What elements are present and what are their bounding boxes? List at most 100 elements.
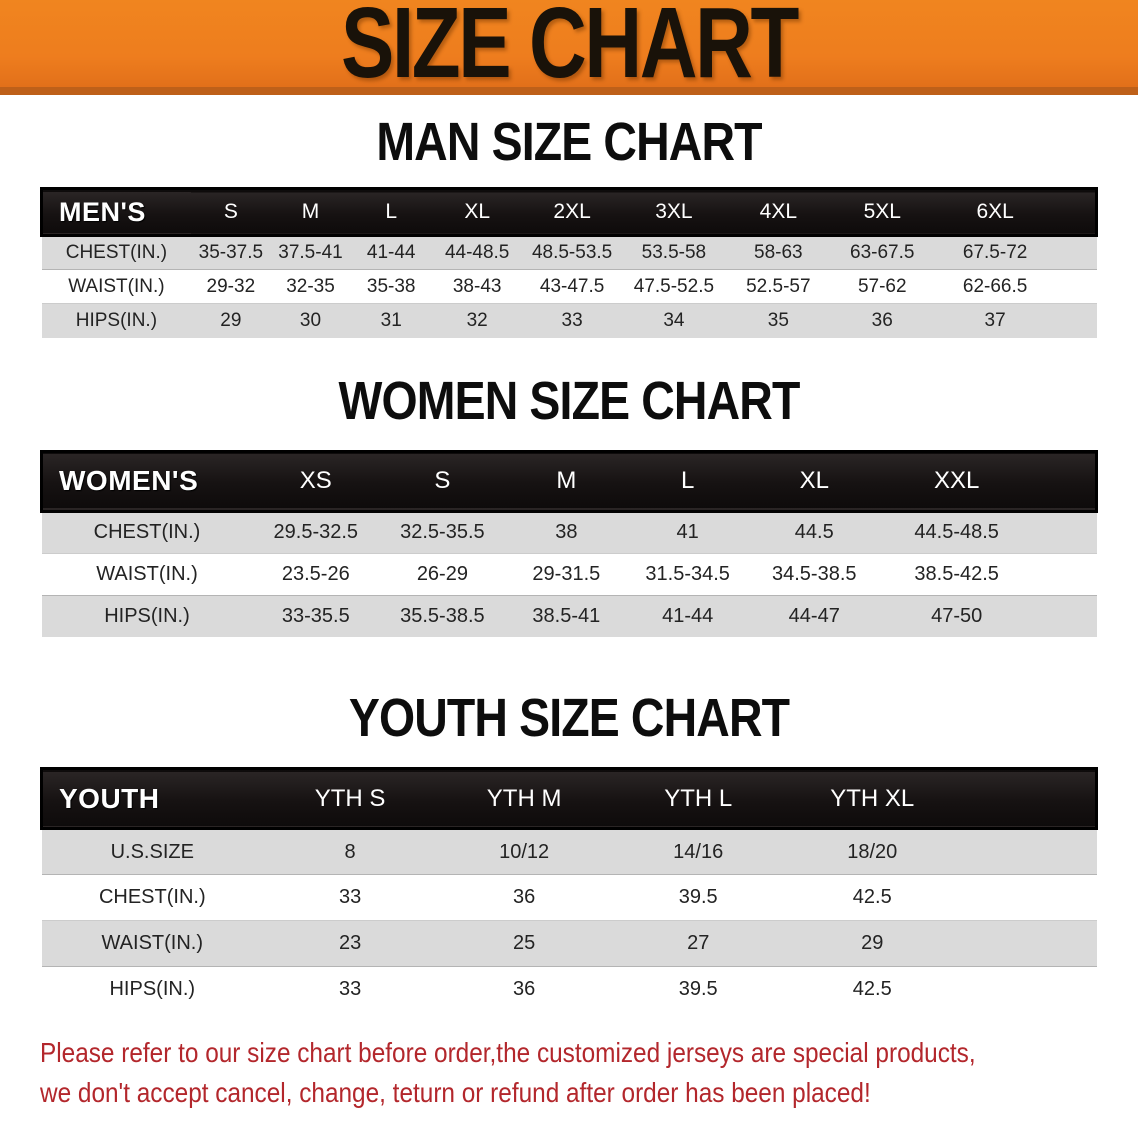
measurement-row: WAIST(IN.) 23.5-26 26-29 29-31.5 31.5-34.5 34…: [41, 553, 1097, 595]
size-value: 43-47.5: [539, 275, 605, 297]
row-filler: [1033, 595, 1096, 637]
measurement-row: HIPS(IN.) 29 30 31 32 33 34 35 36 37: [41, 303, 1097, 338]
row-filler: [959, 829, 1096, 875]
row-label: CHEST(IN.): [93, 521, 201, 543]
size-value: 39.5: [678, 886, 718, 908]
measurement-row: WAIST(IN.) 29-32 32-35 35-38 38-43 43-47.5 47.…: [41, 269, 1097, 304]
row-label: WAIST(IN.): [96, 562, 198, 585]
row-label: HIPS(IN.): [109, 978, 196, 1001]
row-label: CHEST(IN.): [65, 242, 168, 263]
size-value: 39.5: [678, 978, 718, 1001]
header-filler: [1033, 451, 1096, 511]
size-value: 67.5-72: [962, 242, 1028, 263]
measurement-row: HIPS(IN.) 33-35.5 35.5-38.5 38.5-41 41-44 44-…: [41, 595, 1097, 637]
size-column-header: S: [434, 467, 451, 494]
women-table-header-row: WOMEN'S XS S M L XL XXL: [41, 451, 1097, 511]
size-value: 41: [676, 521, 699, 543]
size-value: 58-63: [754, 242, 803, 263]
size-column-header: 3XL: [655, 200, 693, 223]
size-value: 10/12: [499, 840, 550, 863]
size-value: 42.5: [852, 978, 892, 1001]
size-value: 23.5-26: [281, 562, 350, 585]
size-value: 31.5-34.5: [645, 562, 730, 585]
size-value: 63-67.5: [850, 242, 915, 263]
size-value: 35: [767, 309, 789, 331]
size-chart-banner: SIZE CHART: [0, 0, 1138, 95]
size-column-header: YTH S: [314, 784, 386, 812]
size-value: 18/20: [847, 840, 898, 863]
size-value: 33: [561, 309, 583, 331]
row-label: WAIST(IN.): [101, 932, 203, 954]
table-header-label: WOMEN'S: [59, 465, 199, 496]
size-value: 32: [466, 309, 488, 331]
size-value: 36: [513, 886, 536, 908]
size-value: 34.5-38.5: [771, 562, 857, 585]
size-value: 47-50: [931, 604, 983, 627]
size-column-header: YTH XL: [830, 784, 915, 812]
size-column-header: 4XL: [759, 200, 798, 223]
size-value: 31: [380, 309, 402, 331]
measurement-row: CHEST(IN.) 33 36 39.5 42.5: [41, 874, 1097, 921]
size-value: 57-62: [857, 275, 907, 297]
size-value: 53.5-58: [641, 242, 707, 263]
size-column-header: M: [556, 467, 577, 494]
size-value: 35-38: [366, 275, 416, 297]
size-value: 33: [338, 978, 362, 1001]
size-value: 44.5-48.5: [914, 521, 999, 543]
size-column-header: L: [680, 467, 695, 494]
measurement-row: CHEST(IN.) 35-37.5 37.5-41 41-44 44-48.5 48.5…: [41, 235, 1097, 270]
size-value: 27: [687, 932, 710, 954]
size-column-header: YTH L: [664, 784, 733, 812]
size-value: 62-66.5: [962, 275, 1028, 297]
size-value: 41-44: [366, 242, 416, 263]
men-table-header-row: MEN'S S M L XL 2XL 3XL 4XL 5XL 6XL: [41, 188, 1097, 236]
size-value: 33: [338, 886, 362, 908]
header-filler: [1056, 189, 1096, 236]
size-column-header: YTH M: [486, 784, 562, 812]
size-value: 14/16: [673, 840, 724, 863]
size-value: 44-47: [788, 604, 840, 627]
row-filler: [959, 875, 1096, 921]
row-label: HIPS(IN.): [104, 604, 190, 627]
size-value: 30: [299, 309, 322, 331]
table-header-label: YOUTH: [59, 782, 160, 814]
size-column-header: 2XL: [553, 200, 591, 223]
size-column-header: XL: [464, 200, 491, 223]
size-value: 29.5-32.5: [273, 521, 359, 543]
size-column-header: XXL: [933, 467, 980, 494]
row-label: U.S.SIZE: [110, 840, 194, 863]
row-filler: [959, 921, 1096, 967]
size-column-header: S: [223, 200, 238, 223]
size-value: 38: [555, 521, 578, 543]
men-size-table: MEN'S S M L XL 2XL 3XL 4XL 5XL 6XL CHEST(IN.) 35-3…: [40, 187, 1098, 338]
size-value: 44-48.5: [444, 242, 510, 263]
size-value: 32-35: [286, 275, 335, 297]
row-filler: [1056, 236, 1096, 270]
size-value: 52.5-57: [746, 275, 811, 297]
size-value: 25: [513, 932, 536, 954]
size-value: 35-37.5: [198, 242, 264, 263]
size-column-header: XS: [299, 467, 332, 494]
size-value: 23: [338, 932, 362, 954]
size-value: 38.5-41: [532, 604, 601, 627]
size-value: 8: [344, 840, 356, 863]
row-label: WAIST(IN.): [68, 275, 165, 297]
size-value: 42.5: [852, 886, 892, 908]
size-value: 29: [220, 309, 242, 331]
size-column-header: M: [301, 200, 320, 223]
size-value: 38-43: [452, 275, 502, 297]
size-value: 35.5-38.5: [400, 604, 485, 627]
size-value: 37: [984, 309, 1006, 331]
size-value: 29: [861, 932, 884, 954]
size-value: 29-32: [206, 275, 256, 297]
size-value: 32.5-35.5: [400, 521, 485, 543]
size-value: 48.5-53.5: [531, 242, 613, 263]
size-value: 29-31.5: [532, 562, 601, 585]
size-column-header: 6XL: [976, 200, 1014, 223]
row-filler: [959, 967, 1096, 1013]
women-size-table: WOMEN'S XS S M L XL XXL CHEST(IN.) 29.5-32.5 32.…: [40, 450, 1098, 637]
row-label: CHEST(IN.): [98, 886, 206, 908]
header-filler: [959, 769, 1096, 829]
measurement-row: CHEST(IN.) 29.5-32.5 32.5-35.5 38 41 44.5 44.5…: [41, 511, 1097, 553]
size-value: 36: [513, 978, 536, 1001]
